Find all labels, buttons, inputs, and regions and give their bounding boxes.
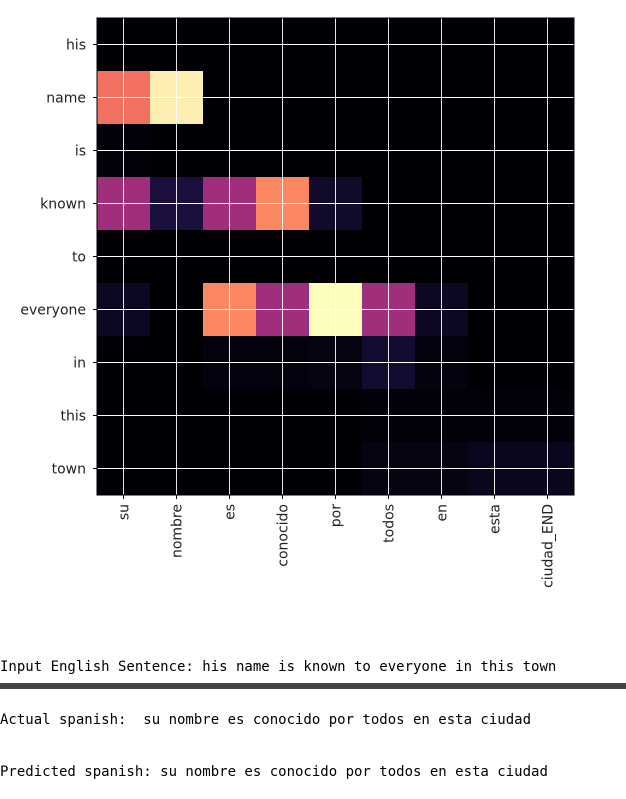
y-tick-label: his xyxy=(66,38,86,54)
x-tick-label: esta xyxy=(488,504,504,534)
y-tick-label: everyone xyxy=(20,303,86,319)
x-tick-label: en xyxy=(435,504,451,522)
x-tick-label: es xyxy=(223,504,239,520)
x-tick-label: todos xyxy=(382,504,398,543)
output-line-actual: Actual spanish: su nombre es conocido po… xyxy=(0,711,532,728)
y-tick-label: in xyxy=(73,356,86,372)
y-axis-ticks: his name is known to everyone in this town xyxy=(20,38,97,478)
x-tick-label: ciudad_END xyxy=(541,504,557,588)
y-tick-label: known xyxy=(40,197,86,213)
y-tick-label: to xyxy=(72,250,86,266)
x-tick-label: por xyxy=(329,504,345,527)
x-axis-ticks: su nombre es conocido por todos en esta ciudad_E… xyxy=(117,495,557,588)
x-tick-label: su xyxy=(117,504,133,520)
cell-output: Input English Sentence: his name is know… xyxy=(0,624,626,799)
heatmap-grid xyxy=(97,18,574,495)
x-tick-label: nombre xyxy=(170,504,186,558)
output-bottom-border xyxy=(0,683,626,689)
y-tick-label: this xyxy=(60,409,86,425)
output-line-input: Input English Sentence: his name is know… xyxy=(0,659,557,675)
attention-heatmap: su nombre es conocido por todos en esta ciudad_E… xyxy=(20,17,575,588)
output-line-predicted: Predicted spanish: su nombre es conocido… xyxy=(0,764,548,780)
y-tick-label: town xyxy=(52,462,86,478)
y-tick-label: is xyxy=(75,144,86,160)
x-tick-label: conocido xyxy=(276,504,292,567)
y-tick-label: name xyxy=(46,91,86,107)
